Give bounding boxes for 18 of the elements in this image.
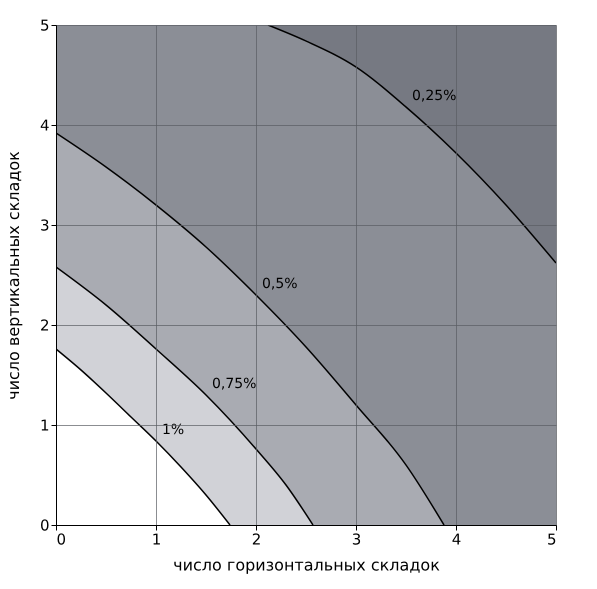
y-tick-label: 4 <box>40 116 50 134</box>
y-tick-label: 2 <box>40 316 50 334</box>
y-tick-label: 3 <box>40 216 50 234</box>
x-tick-label: 0 <box>56 530 66 548</box>
y-tick-label: 0 <box>40 516 50 534</box>
x-tick-label: 5 <box>546 530 556 548</box>
x-tick-label: 1 <box>152 530 162 548</box>
y-tick-label: 1 <box>40 416 50 434</box>
y-axis-title: число вертикальных складок <box>4 150 23 400</box>
series-label: 0,5% <box>262 276 298 292</box>
series-label: 1% <box>162 422 184 438</box>
y-tick-label: 5 <box>40 16 50 34</box>
x-axis-title: число горизонтальных складок <box>173 556 440 574</box>
x-tick-label: 3 <box>352 530 362 548</box>
series-label: 0,75% <box>212 376 256 392</box>
x-tick-label: 2 <box>252 530 262 548</box>
series-label: 0,25% <box>412 88 456 104</box>
x-tick-label: 4 <box>452 530 462 548</box>
